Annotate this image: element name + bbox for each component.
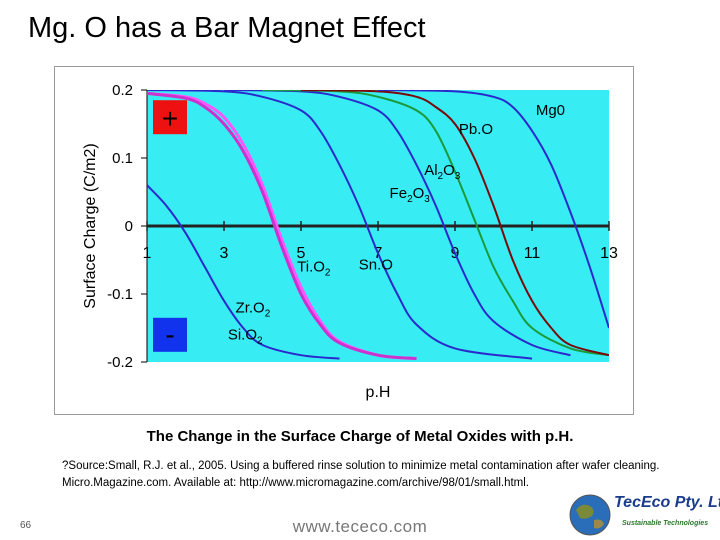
y-tick-label: -0.1 — [107, 286, 133, 303]
figure-caption: The Change in the Surface Charge of Meta… — [146, 428, 574, 445]
tececo-logo: TecEco Pty. Ltd. Sustainable Technologie… — [566, 492, 720, 538]
website-url[interactable]: www.tececo.com — [292, 517, 428, 536]
x-tick-label: 5 — [297, 245, 306, 262]
y-axis-title: Surface Charge (C/m2) — [82, 143, 99, 308]
y-tick-label: 0.1 — [112, 150, 133, 167]
series-line-fe2o3 — [223, 90, 571, 357]
logo-tagline: Sustainable Technologies — [622, 520, 709, 527]
series-line-al2o3 — [262, 90, 609, 357]
slide-title: Mg. O has a Bar Magnet Effect — [28, 12, 426, 44]
x-axis-title: p.H — [366, 384, 391, 401]
negative-charge-marker — [153, 317, 187, 352]
series-line-mg0 — [377, 90, 609, 329]
x-tick-label: 13 — [600, 245, 618, 262]
x-tick-label: 3 — [220, 245, 229, 262]
series-line-sio2 — [147, 184, 340, 360]
series-label: Mg0 — [536, 102, 565, 119]
positive-charge-marker — [153, 100, 187, 135]
series-label: Al2O3 — [424, 162, 461, 182]
series-line-tio2 — [147, 91, 417, 361]
negative-charge-label: - — [165, 319, 174, 350]
source-citation: ?Source:Small, R.J. et al., 2005. Using … — [62, 460, 660, 489]
y-tick-label: 0.2 — [112, 82, 133, 99]
page-number: 66 — [20, 520, 32, 531]
series-label: Zr.O2 — [236, 299, 271, 319]
x-tick-label: 1 — [143, 245, 152, 262]
positive-charge-label: + — [162, 103, 178, 134]
chart-frame: 0.2 0.1 0 -0.1 -0.2 1 3 5 7 9 11 13 Pb.O Mg0 Al2O3 Fe2O… — [54, 66, 634, 415]
series-label: Si.O2 — [228, 327, 263, 347]
y-tick-label: -0.2 — [107, 354, 133, 371]
series-label: Fe2O3 — [390, 185, 431, 205]
x-tick-label: 11 — [524, 245, 541, 262]
globe-icon — [569, 494, 611, 536]
series-label: Ti.O2 — [297, 259, 331, 279]
series-label: Sn.O — [359, 257, 393, 274]
logo-name: TecEco Pty. Ltd. — [614, 494, 720, 511]
y-tick-label: 0 — [125, 218, 133, 235]
series-label: Pb.O — [459, 121, 493, 138]
series-line-pbo — [300, 90, 609, 357]
surface-charge-chart: 0.20.10-0.1-0.21 3 5 7 9 11 13Pb.OMg0Al2O3Fe2O… — [82, 82, 618, 401]
series-line-sno — [147, 90, 533, 360]
